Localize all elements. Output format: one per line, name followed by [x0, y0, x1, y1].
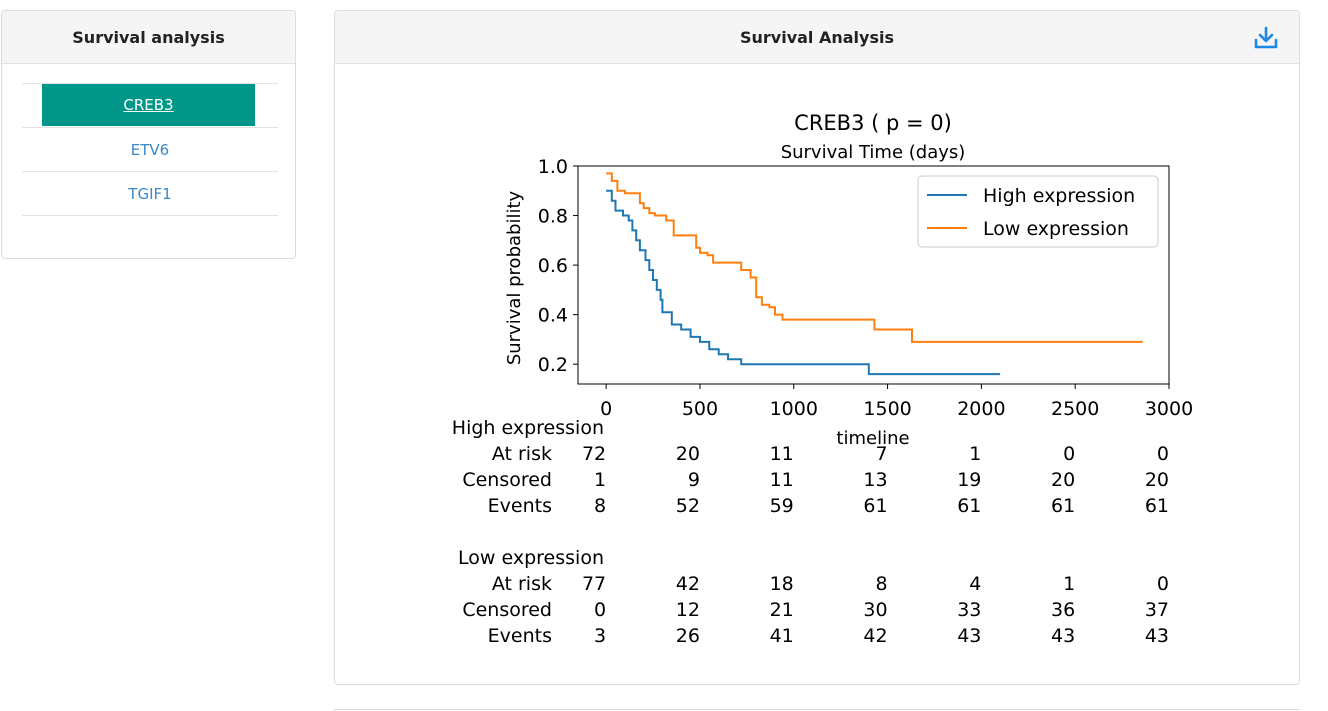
y-tick-label: 0.6: [538, 255, 568, 277]
risk-cell: 0: [1157, 573, 1169, 595]
risk-cell: 43: [957, 625, 981, 647]
x-axis-label: timeline: [836, 428, 909, 449]
risk-cell: 3: [594, 625, 606, 647]
x-tick-label: 0: [600, 398, 612, 420]
x-tick-label: 3000: [1145, 398, 1193, 420]
risk-cell: 42: [676, 573, 700, 595]
risk-cell: 12: [676, 599, 700, 621]
risk-cell: 30: [863, 599, 887, 621]
chart-subtitle: Survival Time (days): [781, 142, 966, 163]
risk-cell: 61: [1051, 495, 1075, 517]
y-tick-label: 0.2: [538, 354, 568, 376]
legend-label-high: High expression: [983, 185, 1135, 207]
survival-analysis-panel: Survival Analysis: [334, 10, 1300, 685]
x-tick-label: 2500: [1051, 398, 1099, 420]
risk-cell: 52: [676, 495, 700, 517]
risk-cell: 8: [875, 573, 887, 595]
risk-row-label: At risk: [492, 443, 552, 465]
series-line-high: [606, 189, 1001, 376]
sidebar-title: Survival analysis: [2, 11, 295, 64]
risk-cell: 43: [1051, 625, 1075, 647]
risk-group-title: High expression: [452, 417, 604, 439]
gene-item-creb3[interactable]: CREB3: [22, 84, 278, 128]
risk-cell: 41: [770, 625, 794, 647]
series-line-low: [606, 172, 1143, 343]
risk-cell: 21: [770, 599, 794, 621]
gene-list: CREB3 ETV6 TGIF1: [22, 83, 278, 216]
risk-row-label: Censored: [462, 599, 552, 621]
legend: High expression Low expression: [917, 175, 1159, 248]
risk-cell: 36: [1051, 599, 1075, 621]
risk-row-label: At risk: [492, 573, 552, 595]
risk-row-label: Censored: [462, 469, 552, 491]
risk-cell: 20: [1145, 469, 1169, 491]
y-axis: 0.2 0.4 0.6 0.8 1.0: [538, 156, 578, 376]
gene-item-label[interactable]: ETV6: [130, 140, 170, 159]
risk-cell: 18: [770, 573, 794, 595]
x-tick-label: 500: [682, 398, 718, 420]
risk-cell: 0: [1157, 443, 1169, 465]
series-layer: [606, 172, 1143, 376]
gene-selector-panel: Survival analysis CREB3 ETV6 TGIF1: [1, 10, 296, 259]
risk-cell: 4: [969, 573, 981, 595]
risk-cell: 42: [863, 625, 887, 647]
legend-box: [917, 175, 1159, 248]
risk-cell: 43: [1145, 625, 1169, 647]
risk-cell: 1: [969, 443, 981, 465]
risk-cell: 61: [1145, 495, 1169, 517]
risk-cell: 59: [770, 495, 794, 517]
risk-cell: 9: [688, 469, 700, 491]
y-tick-label: 1.0: [538, 156, 568, 178]
chart-title: CREB3 ( p = 0): [794, 111, 952, 135]
next-panel-edge: [334, 709, 1300, 710]
gene-item-label[interactable]: CREB3: [42, 84, 255, 126]
gene-item-etv6[interactable]: ETV6: [22, 128, 278, 172]
risk-cell: 61: [957, 495, 981, 517]
risk-cell: 11: [770, 443, 794, 465]
download-button[interactable]: [1253, 25, 1279, 51]
plot-frame: [577, 165, 1170, 385]
risk-cell: 72: [582, 443, 606, 465]
gene-item-tgif1[interactable]: TGIF1: [22, 172, 278, 216]
risk-row-label: Events: [488, 495, 552, 517]
risk-cell: 20: [1051, 469, 1075, 491]
panel-title: Survival Analysis: [335, 11, 1299, 64]
legend-label-low: Low expression: [983, 218, 1129, 240]
risk-cell: 33: [957, 599, 981, 621]
risk-cell: 13: [863, 469, 887, 491]
gene-item-label[interactable]: TGIF1: [128, 184, 172, 203]
download-icon[interactable]: [1253, 25, 1279, 51]
risk-cell: 0: [1063, 443, 1075, 465]
risk-cell: 1: [1063, 573, 1075, 595]
risk-row-label: Events: [488, 625, 552, 647]
x-tick-label: 1500: [863, 398, 911, 420]
y-tick-label: 0.8: [538, 206, 568, 228]
y-axis-label: Survival probability: [504, 190, 525, 365]
risk-cell: 37: [1145, 599, 1169, 621]
risk-cell: 8: [594, 495, 606, 517]
risk-cell: 1: [594, 469, 606, 491]
risk-cell: 26: [676, 625, 700, 647]
x-tick-label: 2000: [957, 398, 1005, 420]
risk-cell: 19: [957, 469, 981, 491]
risk-cell: 20: [676, 443, 700, 465]
x-axis: 0 500 1000 1500 2000 2500 3000: [600, 384, 1193, 420]
risk-cell: 7: [875, 443, 887, 465]
risk-cell: 77: [582, 573, 606, 595]
y-tick-label: 0.4: [538, 305, 568, 327]
risk-group-title: Low expression: [458, 547, 604, 569]
risk-cell: 61: [863, 495, 887, 517]
risk-cell: 0: [594, 599, 606, 621]
x-tick-label: 1000: [770, 398, 818, 420]
risk-cell: 11: [770, 469, 794, 491]
